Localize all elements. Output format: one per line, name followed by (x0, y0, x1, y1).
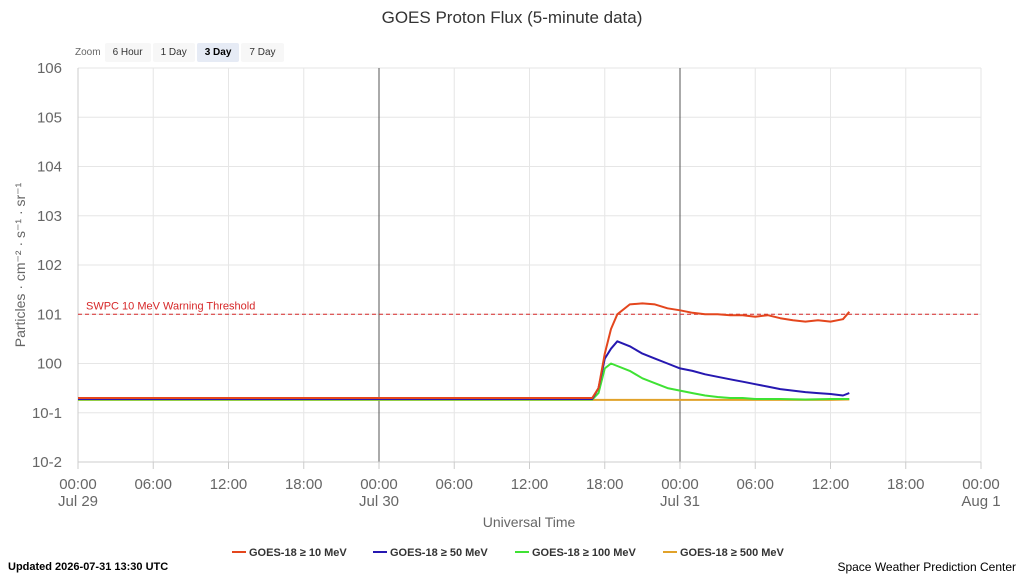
chart-title: GOES Proton Flux (5-minute data) (382, 8, 643, 27)
x-tick-label: 18:00 (887, 476, 925, 493)
y-tick-label: 10-2 (32, 454, 62, 471)
y-tick-label: 106 (37, 60, 62, 77)
updated-timestamp: Updated 2026-07-31 13:30 UTC (8, 561, 169, 573)
x-tick-label: 18:00 (285, 476, 323, 493)
y-axis-label: Particles · cm⁻² · s⁻¹ · sr⁻¹ (12, 182, 28, 347)
series-line-3 (78, 362, 850, 401)
y-tick-label: 105 (37, 109, 62, 126)
zoom-bar: Zoom 6 Hour 1 Day 3 Day 7 Day (75, 41, 286, 63)
legend-label: GOES-18 ≥ 500 MeV (680, 547, 785, 559)
x-tick-label: 00:00 (59, 476, 97, 493)
y-tick-label: 10-1 (32, 405, 62, 422)
x-tick-label: 06:00 (435, 476, 473, 493)
y-tick-label: 104 (37, 159, 62, 176)
x-tick-date-label: Jul 31 (660, 493, 700, 510)
zoom-6-hour-button[interactable]: 6 Hour (104, 42, 151, 62)
x-tick-label: 00:00 (661, 476, 699, 493)
legend-label: GOES-18 ≥ 10 MeV (249, 547, 347, 559)
x-tick-date-label: Jul 29 (58, 493, 98, 510)
x-axis-label: Universal Time (483, 514, 576, 530)
x-tick-label: 18:00 (586, 476, 624, 493)
zoom-7-day-button[interactable]: 7 Day (241, 42, 284, 62)
x-tick-label: 00:00 (962, 476, 1000, 493)
y-tick-label: 101 (37, 306, 62, 323)
x-tick-label: 06:00 (134, 476, 172, 493)
y-tick-label: 103 (37, 208, 62, 225)
zoom-1-day-button[interactable]: 1 Day (152, 42, 195, 62)
series-line-1 (78, 302, 851, 399)
zoom-label: Zoom (75, 46, 101, 58)
x-tick-date-label: Aug 1 (961, 493, 1000, 510)
x-tick-label: 00:00 (360, 476, 398, 493)
warning-threshold-label: SWPC 10 MeV Warning Threshold (86, 300, 255, 312)
x-tick-label: 12:00 (210, 476, 248, 493)
x-tick-label: 12:00 (812, 476, 850, 493)
x-tick-label: 12:00 (511, 476, 549, 493)
zoom-3-day-button[interactable]: 3 Day (196, 42, 240, 62)
legend-label: GOES-18 ≥ 100 MeV (532, 547, 637, 559)
y-tick-label: 102 (37, 257, 62, 274)
x-tick-date-label: Jul 30 (359, 493, 399, 510)
source-credit: Space Weather Prediction Center (837, 560, 1016, 574)
x-tick-label: 06:00 (736, 476, 774, 493)
series-line-2 (78, 340, 850, 400)
y-tick-label: 100 (37, 356, 62, 373)
legend-label: GOES-18 ≥ 50 MeV (390, 547, 488, 559)
